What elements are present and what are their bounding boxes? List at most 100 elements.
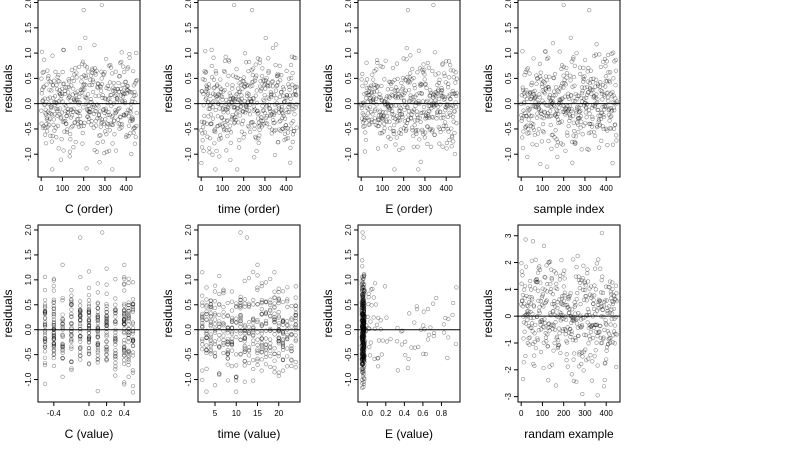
data-point	[598, 80, 603, 85]
data-point	[117, 73, 122, 79]
data-point	[597, 298, 603, 304]
data-point	[379, 97, 384, 103]
data-point	[570, 316, 575, 321]
data-point	[362, 345, 367, 350]
data-point	[240, 86, 245, 91]
data-point	[571, 257, 576, 262]
data-point	[553, 320, 558, 325]
data-point	[122, 321, 127, 327]
data-point	[590, 314, 595, 319]
data-point	[430, 301, 436, 306]
data-point	[398, 131, 404, 136]
data-point	[362, 324, 367, 329]
data-point	[584, 115, 589, 120]
data-point	[69, 322, 74, 327]
data-point	[363, 80, 368, 86]
data-point	[555, 305, 560, 311]
data-point	[81, 8, 86, 13]
data-point	[269, 95, 274, 100]
data-point	[575, 333, 581, 338]
data-point	[284, 68, 289, 74]
data-point	[238, 352, 243, 357]
data-point	[361, 328, 366, 334]
data-point	[524, 96, 530, 101]
data-point	[294, 102, 299, 107]
data-point	[596, 297, 602, 302]
data-point	[95, 356, 100, 361]
data-point	[589, 121, 594, 127]
data-point	[284, 93, 290, 98]
data-point	[133, 93, 138, 98]
data-point	[389, 92, 394, 97]
data-point	[48, 116, 53, 121]
data-point	[360, 318, 365, 323]
data-point	[359, 357, 364, 362]
data-point	[561, 298, 567, 303]
data-point	[217, 319, 222, 324]
data-point	[578, 108, 583, 113]
data-point	[362, 282, 367, 287]
data-point	[611, 126, 617, 131]
data-point	[427, 115, 432, 121]
data-point	[366, 301, 371, 307]
data-point	[262, 99, 267, 104]
data-point	[225, 352, 230, 357]
data-point	[440, 144, 445, 149]
data-point	[599, 290, 604, 295]
data-point	[383, 144, 388, 149]
data-point	[609, 51, 614, 56]
data-point	[202, 77, 207, 83]
data-point	[403, 352, 408, 358]
data-point	[370, 99, 375, 104]
data-point	[532, 353, 537, 358]
data-point	[86, 310, 92, 315]
data-point	[594, 77, 599, 82]
data-point	[69, 332, 74, 337]
data-point	[610, 161, 615, 166]
data-point	[429, 114, 434, 120]
data-point	[569, 329, 574, 334]
y-tick-label: 2.0	[184, 224, 193, 236]
data-point	[260, 103, 265, 109]
data-point	[566, 297, 571, 302]
data-point	[577, 65, 583, 70]
data-point	[51, 352, 56, 358]
data-point	[276, 370, 281, 375]
data-point	[272, 270, 277, 275]
data-point	[289, 346, 294, 351]
data-point	[608, 114, 613, 120]
data-point	[388, 336, 393, 342]
data-point	[404, 78, 409, 83]
data-point	[280, 115, 285, 121]
data-point	[400, 145, 405, 151]
data-point	[130, 336, 136, 341]
data-point	[596, 117, 602, 122]
data-point	[95, 327, 100, 332]
data-point	[559, 84, 564, 89]
data-point	[572, 63, 577, 68]
data-point	[251, 96, 257, 101]
data-point	[85, 114, 90, 119]
data-point	[596, 257, 601, 262]
data-point	[98, 133, 103, 138]
data-point	[533, 105, 539, 110]
data-point	[280, 126, 285, 131]
data-point	[251, 325, 256, 331]
data-point	[374, 84, 380, 89]
data-point	[534, 277, 539, 282]
data-point	[587, 107, 592, 113]
data-point	[66, 85, 71, 90]
data-point	[115, 87, 120, 92]
data-point	[584, 101, 589, 107]
data-point	[575, 325, 580, 330]
x-tick-label: 0.4	[119, 409, 131, 418]
data-point	[289, 102, 294, 107]
data-point	[360, 313, 366, 318]
data-point	[229, 101, 234, 106]
scatter-points	[519, 230, 619, 398]
data-point	[132, 141, 137, 146]
data-point	[107, 128, 112, 133]
data-point	[361, 301, 367, 306]
data-point	[360, 334, 365, 339]
data-point	[276, 353, 281, 359]
